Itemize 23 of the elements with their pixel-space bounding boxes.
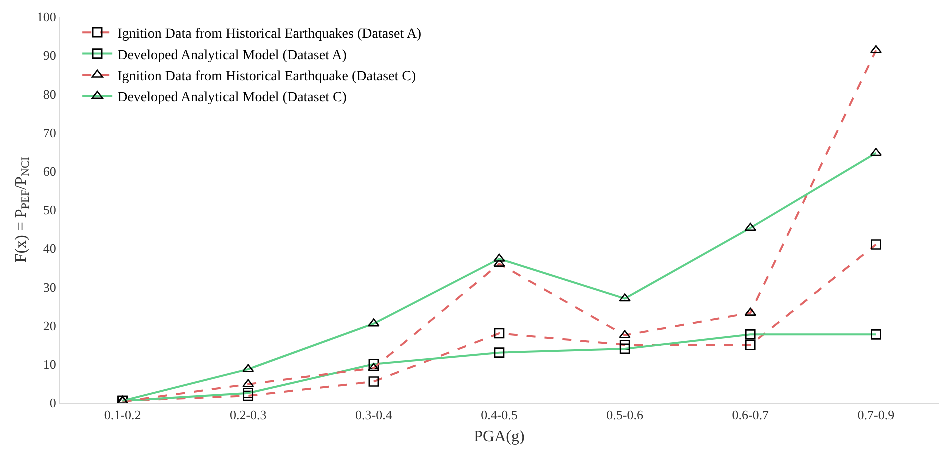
x-tick-label: 0.7-0.9 bbox=[858, 408, 895, 423]
y-tick-label: 50 bbox=[43, 202, 56, 218]
y-tick-label: 10 bbox=[43, 356, 56, 372]
legend-label: Ignition Data from Historical Earthquakes (Dataset A) bbox=[118, 27, 422, 42]
x-tick-label: 0.4-0.5 bbox=[481, 408, 518, 423]
legend-label: Developed Analytical Model (Dataset A) bbox=[118, 48, 348, 64]
x-tick-label: 0.2-0.3 bbox=[230, 408, 267, 423]
x-tick-label: 0.5-0.6 bbox=[606, 408, 644, 423]
y-tick-label: 60 bbox=[43, 164, 56, 179]
y-tick-label: 0 bbox=[50, 396, 56, 411]
y-tick-label: 100 bbox=[36, 10, 56, 25]
y-tick-label: 90 bbox=[43, 48, 56, 64]
x-axis-title: PGA(g) bbox=[474, 428, 525, 446]
y-tick-label: 30 bbox=[43, 280, 56, 295]
legend-label: Ignition Data from Historical Earthquake (Dataset C) bbox=[118, 69, 416, 84]
y-tick-label: 20 bbox=[43, 318, 56, 334]
x-tick-label: 0.1-0.2 bbox=[104, 408, 142, 423]
legend-label: Developed Analytical Model (Dataset C) bbox=[118, 90, 348, 106]
y-tick-label: 70 bbox=[43, 125, 56, 140]
y-tick-label: 40 bbox=[43, 241, 56, 256]
x-tick-label: 0.3-0.4 bbox=[356, 408, 393, 423]
x-tick-label: 0.6-0.7 bbox=[732, 408, 770, 423]
y-tick-label: 80 bbox=[43, 86, 56, 102]
